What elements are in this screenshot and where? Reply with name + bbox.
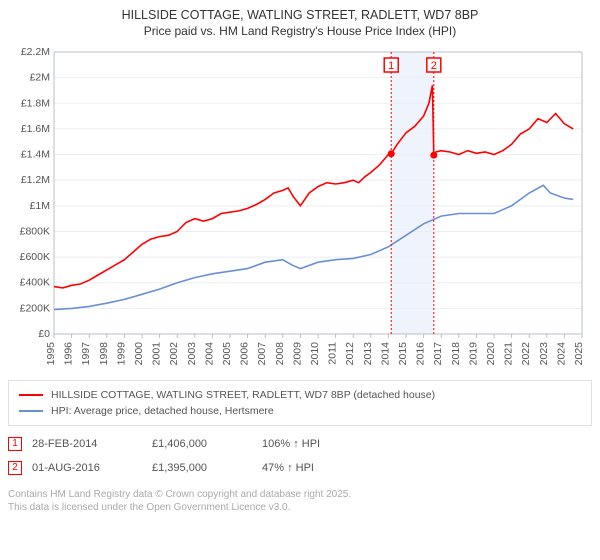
- footer-line: Contains HM Land Registry data © Crown c…: [8, 488, 592, 501]
- svg-text:£1M: £1M: [30, 200, 50, 212]
- svg-text:1995: 1995: [45, 342, 57, 366]
- svg-text:2007: 2007: [256, 342, 268, 366]
- legend: HILLSIDE COTTAGE, WATLING STREET, RADLET…: [8, 380, 592, 426]
- transaction-row: 2 01-AUG-2016 £1,395,000 47% ↑ HPI: [8, 456, 592, 480]
- svg-text:£200K: £200K: [20, 302, 50, 314]
- svg-text:2024: 2024: [555, 342, 567, 366]
- svg-text:£0: £0: [38, 328, 50, 340]
- svg-text:2022: 2022: [520, 342, 532, 366]
- svg-text:1: 1: [388, 60, 394, 72]
- svg-text:2010: 2010: [309, 342, 321, 366]
- svg-text:£400K: £400K: [20, 277, 50, 289]
- svg-text:2017: 2017: [432, 342, 444, 366]
- svg-text:2012: 2012: [344, 342, 356, 366]
- svg-text:2014: 2014: [379, 342, 391, 366]
- svg-text:2009: 2009: [291, 342, 303, 366]
- transaction-badge: 2: [8, 461, 22, 475]
- svg-text:2013: 2013: [362, 342, 374, 366]
- transaction-relative: 106% ↑ HPI: [262, 434, 372, 454]
- svg-text:2002: 2002: [168, 342, 180, 366]
- svg-text:2019: 2019: [467, 342, 479, 366]
- svg-text:£2M: £2M: [30, 72, 50, 84]
- svg-text:2: 2: [431, 60, 437, 72]
- svg-text:2000: 2000: [133, 342, 145, 366]
- svg-text:£1.8M: £1.8M: [21, 97, 50, 109]
- footer-line: This data is licensed under the Open Gov…: [8, 501, 592, 514]
- transaction-price: £1,395,000: [152, 458, 252, 478]
- svg-text:2016: 2016: [415, 342, 427, 366]
- svg-text:2023: 2023: [538, 342, 550, 366]
- transaction-badge: 1: [8, 437, 22, 451]
- svg-text:£600K: £600K: [20, 251, 50, 263]
- svg-text:2011: 2011: [327, 342, 339, 365]
- svg-text:2001: 2001: [151, 342, 163, 366]
- transaction-date: 28-FEB-2014: [32, 434, 142, 454]
- legend-label: HPI: Average price, detached house, Hert…: [51, 403, 274, 419]
- legend-item: HILLSIDE COTTAGE, WATLING STREET, RADLET…: [19, 387, 581, 403]
- transactions-list: 1 28-FEB-2014 £1,406,000 106% ↑ HPI 2 01-AUG-…: [8, 432, 592, 480]
- price-chart: £0 £200K £400K £600K £800K £1M £1.2M £1.4M £1.6M…: [8, 44, 592, 374]
- page-title: HILLSIDE COTTAGE, WATLING STREET, RADLET…: [8, 8, 592, 22]
- svg-text:£2.2M: £2.2M: [21, 46, 50, 58]
- svg-text:2018: 2018: [450, 342, 462, 366]
- transaction-price: £1,406,000: [152, 434, 252, 454]
- svg-text:2015: 2015: [397, 342, 409, 366]
- svg-text:2025: 2025: [573, 342, 585, 366]
- legend-swatch: [19, 410, 43, 412]
- svg-text:£1.2M: £1.2M: [21, 174, 50, 186]
- chart-svg: £0 £200K £400K £600K £800K £1M £1.2M £1.4M £1.6M…: [8, 44, 592, 374]
- svg-text:£1.4M: £1.4M: [21, 149, 50, 161]
- transaction-relative: 47% ↑ HPI: [262, 458, 372, 478]
- transaction-row: 1 28-FEB-2014 £1,406,000 106% ↑ HPI: [8, 432, 592, 456]
- legend-swatch: [19, 394, 43, 396]
- svg-text:2005: 2005: [221, 342, 233, 366]
- svg-text:2021: 2021: [503, 342, 515, 366]
- svg-text:1997: 1997: [80, 342, 92, 366]
- svg-text:2020: 2020: [485, 342, 497, 366]
- svg-text:1999: 1999: [115, 342, 127, 366]
- svg-text:2006: 2006: [239, 342, 251, 366]
- legend-label: HILLSIDE COTTAGE, WATLING STREET, RADLET…: [51, 387, 435, 403]
- svg-text:£800K: £800K: [20, 225, 50, 237]
- svg-text:£1.6M: £1.6M: [21, 123, 50, 135]
- svg-text:2004: 2004: [203, 342, 215, 366]
- legend-item: HPI: Average price, detached house, Hert…: [19, 403, 581, 419]
- svg-text:1996: 1996: [63, 342, 75, 366]
- page-subtitle: Price paid vs. HM Land Registry's House …: [8, 24, 592, 38]
- transaction-date: 01-AUG-2016: [32, 458, 142, 478]
- svg-text:2008: 2008: [274, 342, 286, 366]
- attribution-footer: Contains HM Land Registry data © Crown c…: [8, 488, 592, 514]
- svg-text:2003: 2003: [186, 342, 198, 366]
- svg-text:1998: 1998: [98, 342, 110, 366]
